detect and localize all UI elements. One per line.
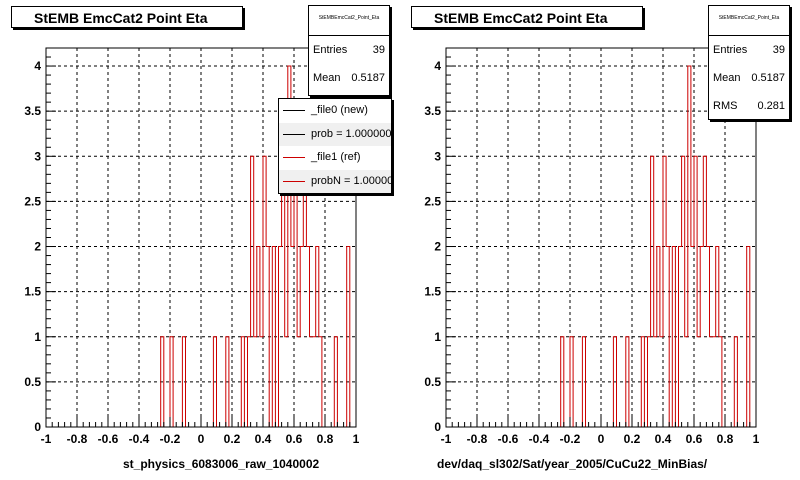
x-tick-label: -0.2 [160, 432, 181, 446]
left-histogram-pad: -1 -0.8 -0.6 -0.4 -0.2 0 0.2 0.4 0.6 0.8 1 0 0.5 1 1.5… [11, 5, 392, 471]
right-entries-label: Entries [713, 44, 748, 56]
y-tick-label: 2 [434, 240, 441, 254]
x-tick-label: 1 [353, 432, 360, 446]
legend-item-file1-ref: _file1 (ref) [279, 146, 391, 170]
y-tick-label: 2.5 [424, 194, 441, 208]
x-tick-label: -0.4 [529, 432, 550, 446]
x-tick-label: -0.4 [129, 432, 150, 446]
left-stats-mean-row: Mean 0.5187 [309, 64, 389, 92]
y-tick-label: 0 [34, 420, 41, 434]
right-stats-entries-row: Entries 39 [709, 36, 789, 64]
legend-swatch [283, 110, 305, 111]
x-tick-label: -1 [41, 432, 52, 446]
legend-label: _file0 (new) [311, 104, 368, 116]
right-histogram-plot: -1 -0.8 -0.6 -0.4 -0.2 0 0.2 0.4 0.6 0.8 1 0 0.5 1 1.5… [424, 47, 760, 446]
right-title-text: StEMB EmcCat2 Point Eta [434, 10, 608, 26]
right-x-axis-title: dev/daq_sl302/Sat/year_2005/CuCu22_MinBi… [437, 457, 708, 471]
left-stats-name: StEMBEmcCat2_Point_Eta [309, 6, 389, 36]
left-stats-box: StEMBEmcCat2_Point_Eta Entries 39 Mean 0… [308, 5, 390, 96]
left-mean-value: 0.5187 [351, 72, 385, 84]
y-tick-label: 0.5 [424, 375, 441, 389]
y-tick-label: 3 [434, 149, 441, 163]
y-tick-label: 4 [34, 59, 41, 73]
right-mean-value: 0.5187 [751, 72, 785, 84]
x-tick-label: 0.2 [624, 432, 641, 446]
legend-swatch [283, 157, 305, 158]
x-tick-label: 0.8 [317, 432, 334, 446]
y-tick-label: 1 [34, 330, 41, 344]
y-tick-label: 1.5 [424, 285, 441, 299]
right-pad-title: StEMB EmcCat2 Point Eta [411, 6, 643, 28]
y-tick-label: 2.5 [24, 194, 41, 208]
right-entries-value: 39 [772, 44, 785, 56]
left-x-axis-title: st_physics_6083006_raw_1040002 [123, 457, 320, 471]
x-tick-label: -0.8 [67, 432, 88, 446]
x-tick-label: 0 [198, 432, 205, 446]
left-mean-label: Mean [313, 72, 341, 84]
left-entries-value: 39 [372, 44, 385, 56]
legend-label: _file1 (ref) [311, 151, 361, 163]
left-title-text: StEMB EmcCat2 Point Eta [34, 10, 208, 26]
left-entries-label: Entries [313, 44, 348, 56]
left-stats-entries-row: Entries 39 [309, 36, 389, 64]
y-tick-label: 1 [434, 330, 441, 344]
left-legend: _file0 (new) prob = 1.000000 _file1 (ref… [278, 98, 392, 194]
x-tick-label: 0.4 [255, 432, 272, 446]
y-tick-label: 2 [34, 240, 41, 254]
legend-label: prob = 1.000000 [311, 127, 392, 140]
x-tick-label: 0.6 [286, 432, 303, 446]
right-stats-name: StEMBEmcCat2_Point_Eta [709, 6, 789, 36]
x-tick-label: 0.6 [686, 432, 703, 446]
x-tick-label: 0.2 [224, 432, 241, 446]
x-tick-label: -1 [441, 432, 452, 446]
x-tick-label: 0.4 [655, 432, 672, 446]
x-tick-label: -0.2 [560, 432, 581, 446]
legend-item-file0-new: _file0 (new) [279, 99, 391, 123]
y-tick-label: 4 [434, 59, 441, 73]
x-tick-label: 1 [753, 432, 760, 446]
right-stats-mean-row: Mean 0.5187 [709, 64, 789, 92]
legend-item-prob: prob = 1.000000 [279, 122, 392, 146]
right-mean-label: Mean [713, 72, 741, 84]
legend-swatch [283, 180, 305, 182]
y-tick-label: 3.5 [424, 104, 441, 118]
x-tick-label: 0.8 [717, 432, 734, 446]
left-pad-title: StEMB EmcCat2 Point Eta [11, 6, 243, 28]
y-tick-label: 3.5 [24, 104, 41, 118]
y-tick-label: 0.5 [24, 375, 41, 389]
right-stats-box: StEMBEmcCat2_Point_Eta Entries 39 Mean 0… [708, 5, 790, 120]
right-rms-label: RMS [713, 100, 738, 112]
x-tick-label: 0 [598, 432, 605, 446]
right-stats-rms-row: RMS 0.281 [709, 92, 789, 120]
x-tick-label: -0.6 [98, 432, 119, 446]
legend-swatch [283, 133, 305, 135]
y-tick-label: 0 [434, 420, 441, 434]
x-tick-label: -0.6 [498, 432, 519, 446]
right-rms-value: 0.281 [757, 100, 785, 112]
legend-item-probn: probN = 1.000000 [279, 169, 392, 193]
y-tick-label: 1.5 [24, 285, 41, 299]
y-tick-label: 3 [34, 149, 41, 163]
legend-label: probN = 1.000000 [311, 174, 392, 187]
right-histogram-pad: -1 -0.8 -0.6 -0.4 -0.2 0 0.2 0.4 0.6 0.8 1 0 0.5 1 1.5… [400, 0, 800, 480]
x-tick-label: -0.8 [467, 432, 488, 446]
